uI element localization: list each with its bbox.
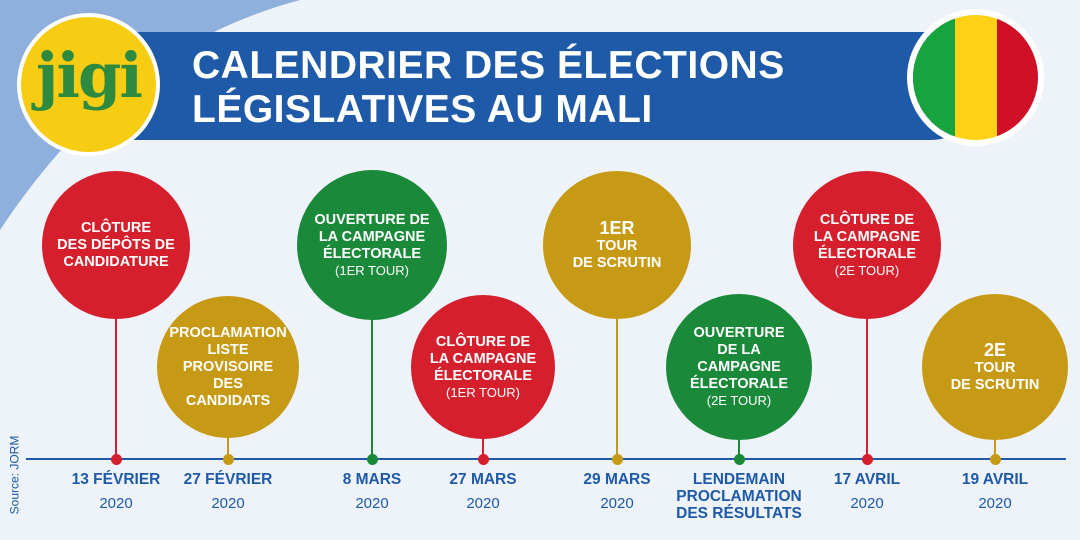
event-marker — [110, 453, 122, 465]
event-date: LENDEMAIN PROCLAMATION DES RÉSULTATS — [676, 471, 802, 522]
event-marker — [989, 453, 1001, 465]
event-marker — [477, 453, 489, 465]
event-date: 27 MARS — [449, 471, 517, 488]
event-circle: CLÔTURE DE LA CAMPAGNE ÉLECTORALE (2E TOU… — [793, 171, 941, 319]
event-label: CLÔTURE DE LA CAMPAGNE ÉLECTORALE (2E TOU… — [813, 211, 921, 278]
event-marker — [733, 453, 745, 465]
event-round: (1ER TOUR) — [446, 384, 520, 400]
title-line-2: LÉGISLATIVES AU MALI — [192, 88, 653, 131]
event-marker — [222, 453, 234, 465]
event-year: 2020 — [600, 495, 634, 512]
timeline-axis — [26, 458, 1066, 460]
event-round: (1ER TOUR) — [335, 262, 409, 278]
event-round: (2E TOUR) — [706, 393, 772, 408]
event-circle: OUVERTURE DE LA CAMPAGNE ÉLECTORALE (2E T… — [666, 294, 812, 440]
event-circle: 2E TOUR DE SCRUTIN — [922, 294, 1068, 440]
event-round-number: 1ER — [599, 217, 635, 238]
event-circle: OUVERTURE DE LA CAMPAGNE ÉLECTORALE (1ER … — [297, 170, 447, 320]
event-marker — [611, 453, 623, 465]
event-stem — [371, 315, 373, 459]
jigi-logo: jigi — [21, 17, 156, 152]
event-label: OUVERTURE DE LA CAMPAGNE ÉLECTORALE (1ER … — [314, 211, 430, 278]
logo-text: jigi — [36, 39, 143, 112]
event-year: 2020 — [99, 495, 133, 512]
event-date: 17 AVRIL — [833, 471, 901, 488]
page-title: CALENDRIER DES ÉLECTIONS LÉGISLATIVES AU… — [192, 44, 785, 132]
event-label: 2E TOUR DE SCRUTIN — [950, 339, 1040, 393]
event-label: CLÔTURE DE LA CAMPAGNE ÉLECTORALE (1ER TO… — [429, 333, 537, 400]
event-stem — [616, 314, 618, 459]
event-stem — [994, 435, 996, 459]
event-label: PROCLAMATION LISTE PROVISOIRE DES CANDID… — [169, 324, 287, 409]
event-stem — [115, 314, 117, 459]
event-label: CLÔTURE DES DÉPÔTS DE CANDIDATURE — [57, 219, 175, 270]
event-stem — [482, 434, 484, 459]
event-year: 2020 — [850, 495, 884, 512]
event-year: 2020 — [978, 495, 1012, 512]
event-date: 27 FÉVRIER — [183, 471, 273, 488]
event-date: 29 MARS — [583, 471, 651, 488]
source-note: Source: JORM — [7, 435, 22, 515]
event-stem — [866, 314, 868, 459]
event-circle: 1ER TOUR DE SCRUTIN — [543, 171, 691, 319]
title-line-1: CALENDRIER DES ÉLECTIONS — [192, 44, 785, 87]
event-circle: PROCLAMATION LISTE PROVISOIRE DES CANDID… — [157, 296, 299, 438]
event-stem — [227, 433, 229, 459]
event-date: 8 MARS — [342, 471, 402, 488]
event-circle: CLÔTURE DES DÉPÔTS DE CANDIDATURE — [42, 171, 190, 319]
event-marker — [366, 453, 378, 465]
event-round-number: 2E — [983, 339, 1007, 360]
event-label: OUVERTURE DE LA CAMPAGNE ÉLECTORALE (2E T… — [676, 325, 802, 409]
mali-flag-icon — [913, 15, 1038, 140]
event-circle: CLÔTURE DE LA CAMPAGNE ÉLECTORALE (1ER TO… — [411, 295, 555, 439]
title-banner — [120, 32, 990, 140]
event-date: 19 AVRIL — [961, 471, 1029, 488]
event-stem — [738, 435, 740, 459]
event-date: 13 FÉVRIER — [71, 471, 161, 488]
event-year: 2020 — [211, 495, 245, 512]
event-label: 1ER TOUR DE SCRUTIN — [572, 217, 662, 271]
event-round: (2E TOUR) — [834, 262, 900, 278]
event-year: 2020 — [355, 495, 389, 512]
event-marker — [861, 453, 873, 465]
event-year: 2020 — [466, 495, 500, 512]
